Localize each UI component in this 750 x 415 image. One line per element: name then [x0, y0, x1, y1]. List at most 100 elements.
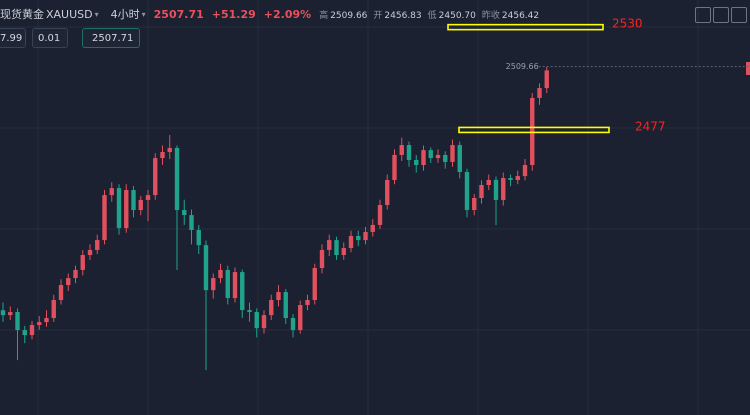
- toolbar-icon[interactable]: [713, 7, 729, 23]
- stat-value: 2509.66: [330, 10, 368, 21]
- candle-body: [501, 178, 506, 200]
- candle-body: [312, 268, 317, 301]
- candle-body: [73, 269, 78, 279]
- candle-body: [116, 188, 122, 229]
- annotation-box: [458, 126, 610, 134]
- ticker[interactable]: XAUUSD: [46, 7, 93, 21]
- candle-body: [15, 312, 20, 331]
- stat-label: 低: [427, 10, 437, 21]
- candle-body: [377, 204, 383, 225]
- candle-body: [457, 145, 462, 173]
- candle-body: [522, 165, 528, 177]
- candle-body: [493, 179, 499, 200]
- candle-body: [341, 248, 346, 256]
- candle-body: [58, 285, 64, 301]
- annotation-box: [447, 23, 604, 31]
- stat-label: 昨收: [481, 10, 500, 21]
- candle-body: [95, 240, 100, 250]
- candle-body: [515, 176, 520, 180]
- candle-body: [160, 152, 165, 159]
- dropdown-arrow[interactable]: ▾: [94, 9, 99, 19]
- candle-body: [218, 269, 223, 279]
- candle-body: [225, 269, 230, 299]
- candle-body: [428, 150, 433, 159]
- order-input[interactable]: 0.01: [32, 28, 68, 48]
- candle-body: [472, 197, 477, 211]
- candle-body: [269, 300, 274, 316]
- candle-body: [399, 145, 404, 155]
- candle-body: [22, 330, 27, 336]
- candle-body: [0, 310, 6, 316]
- candle-body: [80, 255, 85, 270]
- candle-body: [109, 188, 114, 196]
- dropdown-arrow[interactable]: ▾: [141, 9, 146, 19]
- candle-body: [356, 236, 361, 241]
- candle-body: [261, 315, 267, 329]
- candle-body: [508, 178, 513, 180]
- candle-body: [305, 300, 310, 306]
- candle-body: [414, 159, 419, 166]
- price-marker: [746, 62, 750, 75]
- candle-body: [131, 190, 136, 211]
- candle-body: [334, 240, 339, 256]
- candle-body: [138, 199, 143, 211]
- toolbar-icon[interactable]: [695, 7, 711, 23]
- candle-body: [406, 145, 412, 160]
- stat-value: 2456.83: [384, 10, 422, 21]
- candle-body: [450, 145, 455, 162]
- candle-body: [319, 249, 325, 269]
- candle-body: [145, 195, 151, 200]
- stats: 高 2509.66 开 2456.83 低 2450.70 昨收 2456.42: [319, 8, 545, 21]
- candle-body: [196, 229, 201, 246]
- candle-body: [51, 300, 56, 319]
- candle-body: [385, 179, 390, 205]
- candle-body: [8, 312, 13, 316]
- high-label: 2509.66: [506, 62, 539, 71]
- candle-body: [87, 249, 93, 256]
- candle-body: [435, 154, 441, 159]
- symbol-name: 现货黄金: [0, 8, 44, 21]
- candle-body: [29, 325, 35, 336]
- candle-body: [276, 292, 281, 301]
- candle-body: [283, 292, 288, 319]
- candle-body: [363, 231, 368, 241]
- price-change: +51.29: [211, 7, 256, 21]
- interval[interactable]: 4小时: [110, 8, 140, 21]
- last-price: 2507.71: [153, 7, 204, 21]
- price-change-pct: +2.09%: [263, 7, 312, 21]
- order-input[interactable]: 2507.71: [82, 28, 140, 48]
- candle-body: [370, 224, 375, 232]
- header: 现货黄金 XAUUSD ▾ 4小时 ▾ 2507.71 +51.29 +2.09…: [0, 5, 551, 23]
- candle-body: [327, 240, 332, 250]
- candle-body: [44, 318, 49, 323]
- candle-body: [479, 185, 484, 198]
- candle-body: [66, 278, 71, 286]
- candle-body: [486, 179, 491, 186]
- candle-body: [102, 195, 107, 241]
- candle-body: [182, 210, 187, 216]
- stat-label: 高: [319, 10, 329, 21]
- candle-body: [530, 97, 535, 166]
- candle-body: [464, 172, 470, 211]
- toolbar-icon[interactable]: [731, 7, 747, 23]
- candle-body: [421, 150, 426, 166]
- candle-body: [174, 147, 180, 211]
- candle-body: [254, 312, 259, 329]
- candle-body: [392, 154, 397, 180]
- candle-body: [124, 190, 129, 229]
- stat-label: 开: [373, 10, 383, 21]
- candle-body: [232, 272, 238, 299]
- order-input[interactable]: 7.99: [0, 28, 26, 48]
- candle-body: [247, 310, 252, 313]
- candle-body: [167, 147, 172, 153]
- candle-body: [544, 70, 549, 89]
- candle-body: [537, 88, 542, 98]
- candle-body: [37, 322, 42, 326]
- annotation-label: 2530: [612, 17, 643, 31]
- candle-body: [290, 318, 296, 331]
- candle-body: [298, 305, 303, 331]
- candle-body: [189, 215, 194, 230]
